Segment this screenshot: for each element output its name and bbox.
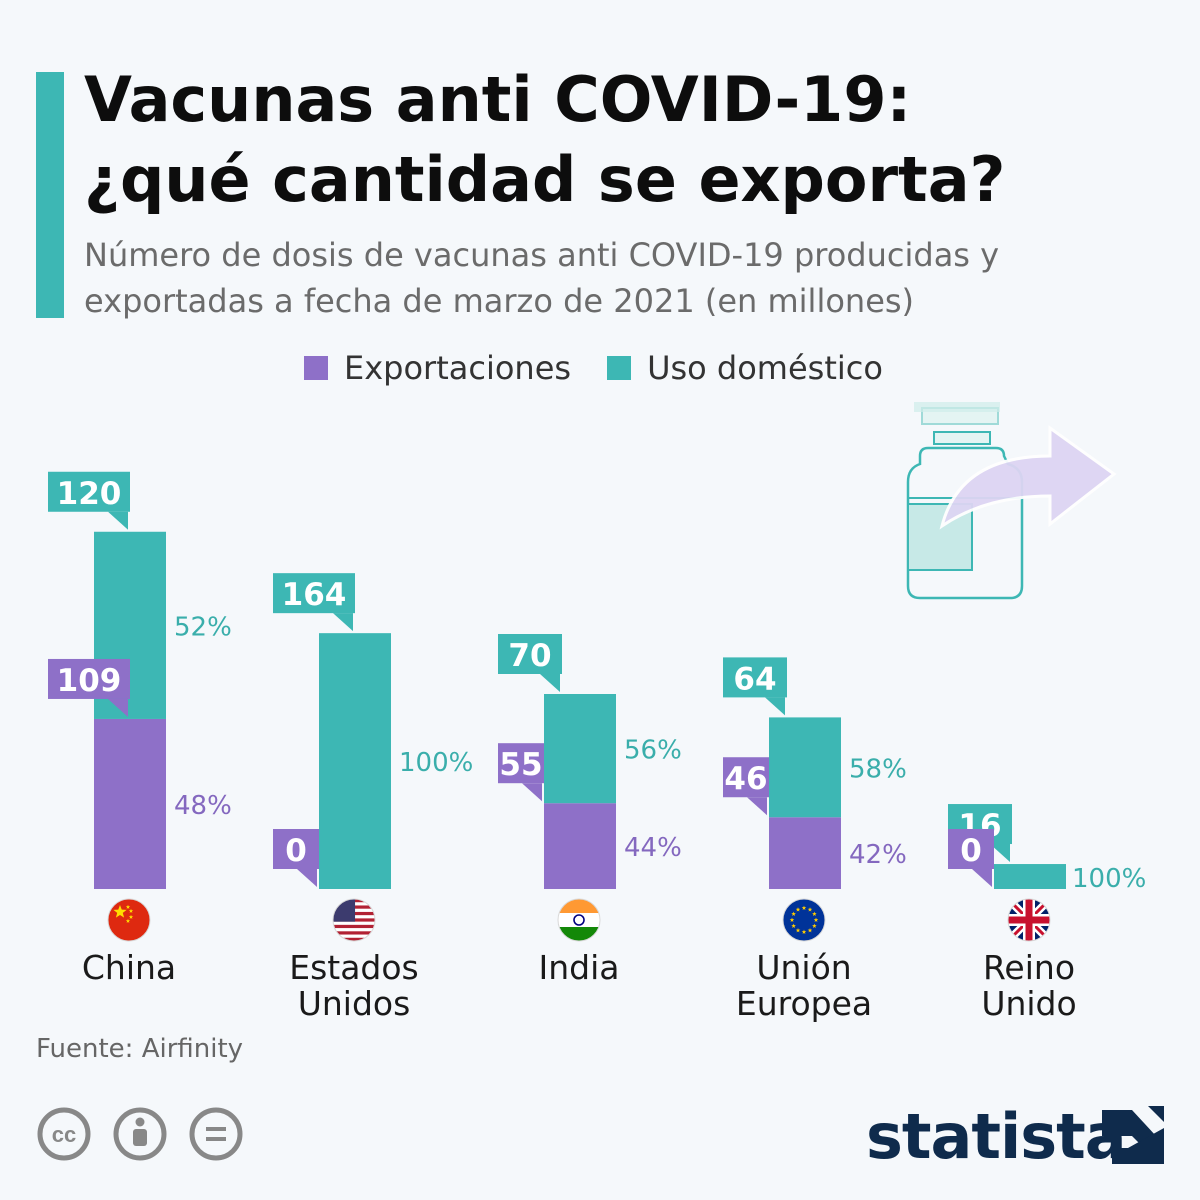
bar-exports-0 — [94, 718, 166, 889]
subtitle: Número de dosis de vacunas anti COVID-19… — [84, 236, 1000, 320]
legend-swatch-domestic — [607, 356, 632, 380]
eu-flag-icon — [783, 899, 825, 941]
uk-flag-icon — [1008, 899, 1050, 941]
source-note: Fuente: Airfinity — [36, 1034, 244, 1064]
value-label-domestic-0-tail — [108, 511, 128, 530]
creative-commons-icon: cc — [37, 1107, 91, 1161]
china-flag-icon — [108, 899, 150, 941]
pct-label-domestic-2: 56% — [624, 736, 682, 766]
country-label-2: India — [489, 950, 669, 986]
value-label-exports-0: 109 — [57, 663, 122, 699]
value-label-exports-0-box — [48, 658, 130, 699]
country-label-1: Estados Unidos — [264, 950, 444, 1022]
value-label-exports-3-tail — [747, 797, 767, 816]
legend-swatch-exports — [304, 356, 328, 380]
value-label-exports-2-tail — [522, 783, 542, 802]
flag-border-2 — [557, 898, 601, 942]
value-label-domestic-1-tail — [333, 613, 353, 632]
statista-logo-text: statista — [866, 1100, 1127, 1173]
country-label-4: Reino Unido — [939, 950, 1119, 1022]
value-label-exports-4-tail — [972, 869, 992, 887]
country-name-line2: Unido — [981, 984, 1077, 1023]
country-name-line2: Unidos — [297, 984, 411, 1023]
value-label-domestic-1-box — [273, 573, 355, 614]
legend-label-domestic: Uso doméstico — [647, 349, 883, 387]
value-label-exports-1-box — [273, 829, 319, 869]
value-label-domestic-3: 64 — [733, 661, 776, 697]
flag-border-3 — [782, 898, 826, 942]
value-label-domestic-4-tail — [990, 844, 1010, 863]
legend-label-exports: Exportaciones — [344, 349, 572, 387]
country-name-line1: Reino — [982, 948, 1076, 987]
flag-border-0 — [107, 898, 151, 942]
value-label-exports-4-box — [948, 829, 994, 869]
pct-label-domestic-0: 52% — [174, 612, 232, 642]
value-label-domestic-1: 164 — [282, 577, 347, 613]
value-label-domestic-0: 120 — [57, 476, 122, 512]
value-label-exports-1: 0 — [285, 833, 307, 869]
stacked-bar-chart: 120 109 52% 48% 164 0 100% 70 55 56% 44% 64 46 58% 42%… — [48, 471, 1146, 942]
bar-exports-2 — [544, 803, 616, 889]
legend-item-domestic: Uso doméstico — [607, 349, 883, 387]
bar-domestic-2 — [544, 694, 616, 804]
country-name-line1: China — [81, 948, 177, 987]
value-label-domestic-2-tail — [540, 674, 560, 692]
country-label-0: China — [39, 950, 219, 986]
flag-border-4 — [1007, 898, 1051, 942]
pct-label-domestic-4: 100% — [1072, 864, 1146, 894]
country-name-line1: India — [538, 948, 620, 987]
value-label-domestic-3-tail — [765, 697, 785, 716]
bar-domestic-3 — [769, 717, 841, 818]
vaccine-vial-export-icon — [906, 402, 1117, 600]
statista-logo-icon — [1102, 1106, 1164, 1164]
flag-border-1 — [332, 898, 376, 942]
value-label-exports-0-tail — [108, 698, 128, 717]
value-label-exports-4: 0 — [960, 833, 982, 869]
pct-label-exports-0: 48% — [174, 791, 232, 821]
license-icons: cc — [37, 1107, 243, 1161]
pct-label-domestic-1: 100% — [399, 748, 473, 778]
no-derivatives-icon — [189, 1107, 243, 1161]
bar-domestic-1 — [319, 633, 391, 889]
value-label-domestic-3-box — [723, 657, 787, 698]
bar-exports-3 — [769, 817, 841, 889]
country-label-3: Unión Europea — [714, 950, 894, 1022]
value-label-exports-3: 46 — [724, 761, 767, 797]
india-flag-icon — [558, 899, 600, 941]
legend-item-exports: Exportaciones — [304, 349, 571, 387]
value-label-exports-3-box — [723, 757, 769, 798]
title-accent-bar — [36, 72, 64, 318]
pct-label-domestic-3: 58% — [849, 754, 907, 784]
country-name-line1: Estados — [289, 948, 419, 987]
pct-label-exports-2: 44% — [624, 833, 682, 863]
value-label-domestic-0-box — [48, 471, 130, 512]
pct-label-exports-3: 42% — [849, 840, 907, 870]
page-title: Vacunas anti COVID-19: ¿qué cantidad se e… — [84, 63, 1006, 216]
country-name-line1: Unión — [756, 948, 852, 987]
value-label-domestic-2-box — [498, 634, 562, 674]
bar-domestic-4 — [994, 864, 1066, 889]
value-label-exports-2-box — [498, 743, 544, 784]
svg-text:cc: cc — [52, 1122, 76, 1147]
value-label-exports-1-tail — [297, 869, 317, 887]
legend: Exportaciones Uso doméstico — [304, 348, 919, 388]
value-label-exports-2: 55 — [499, 747, 542, 783]
country-name-line2: Europea — [735, 984, 873, 1023]
attribution-icon — [113, 1107, 167, 1161]
value-label-domestic-2: 70 — [508, 638, 551, 674]
